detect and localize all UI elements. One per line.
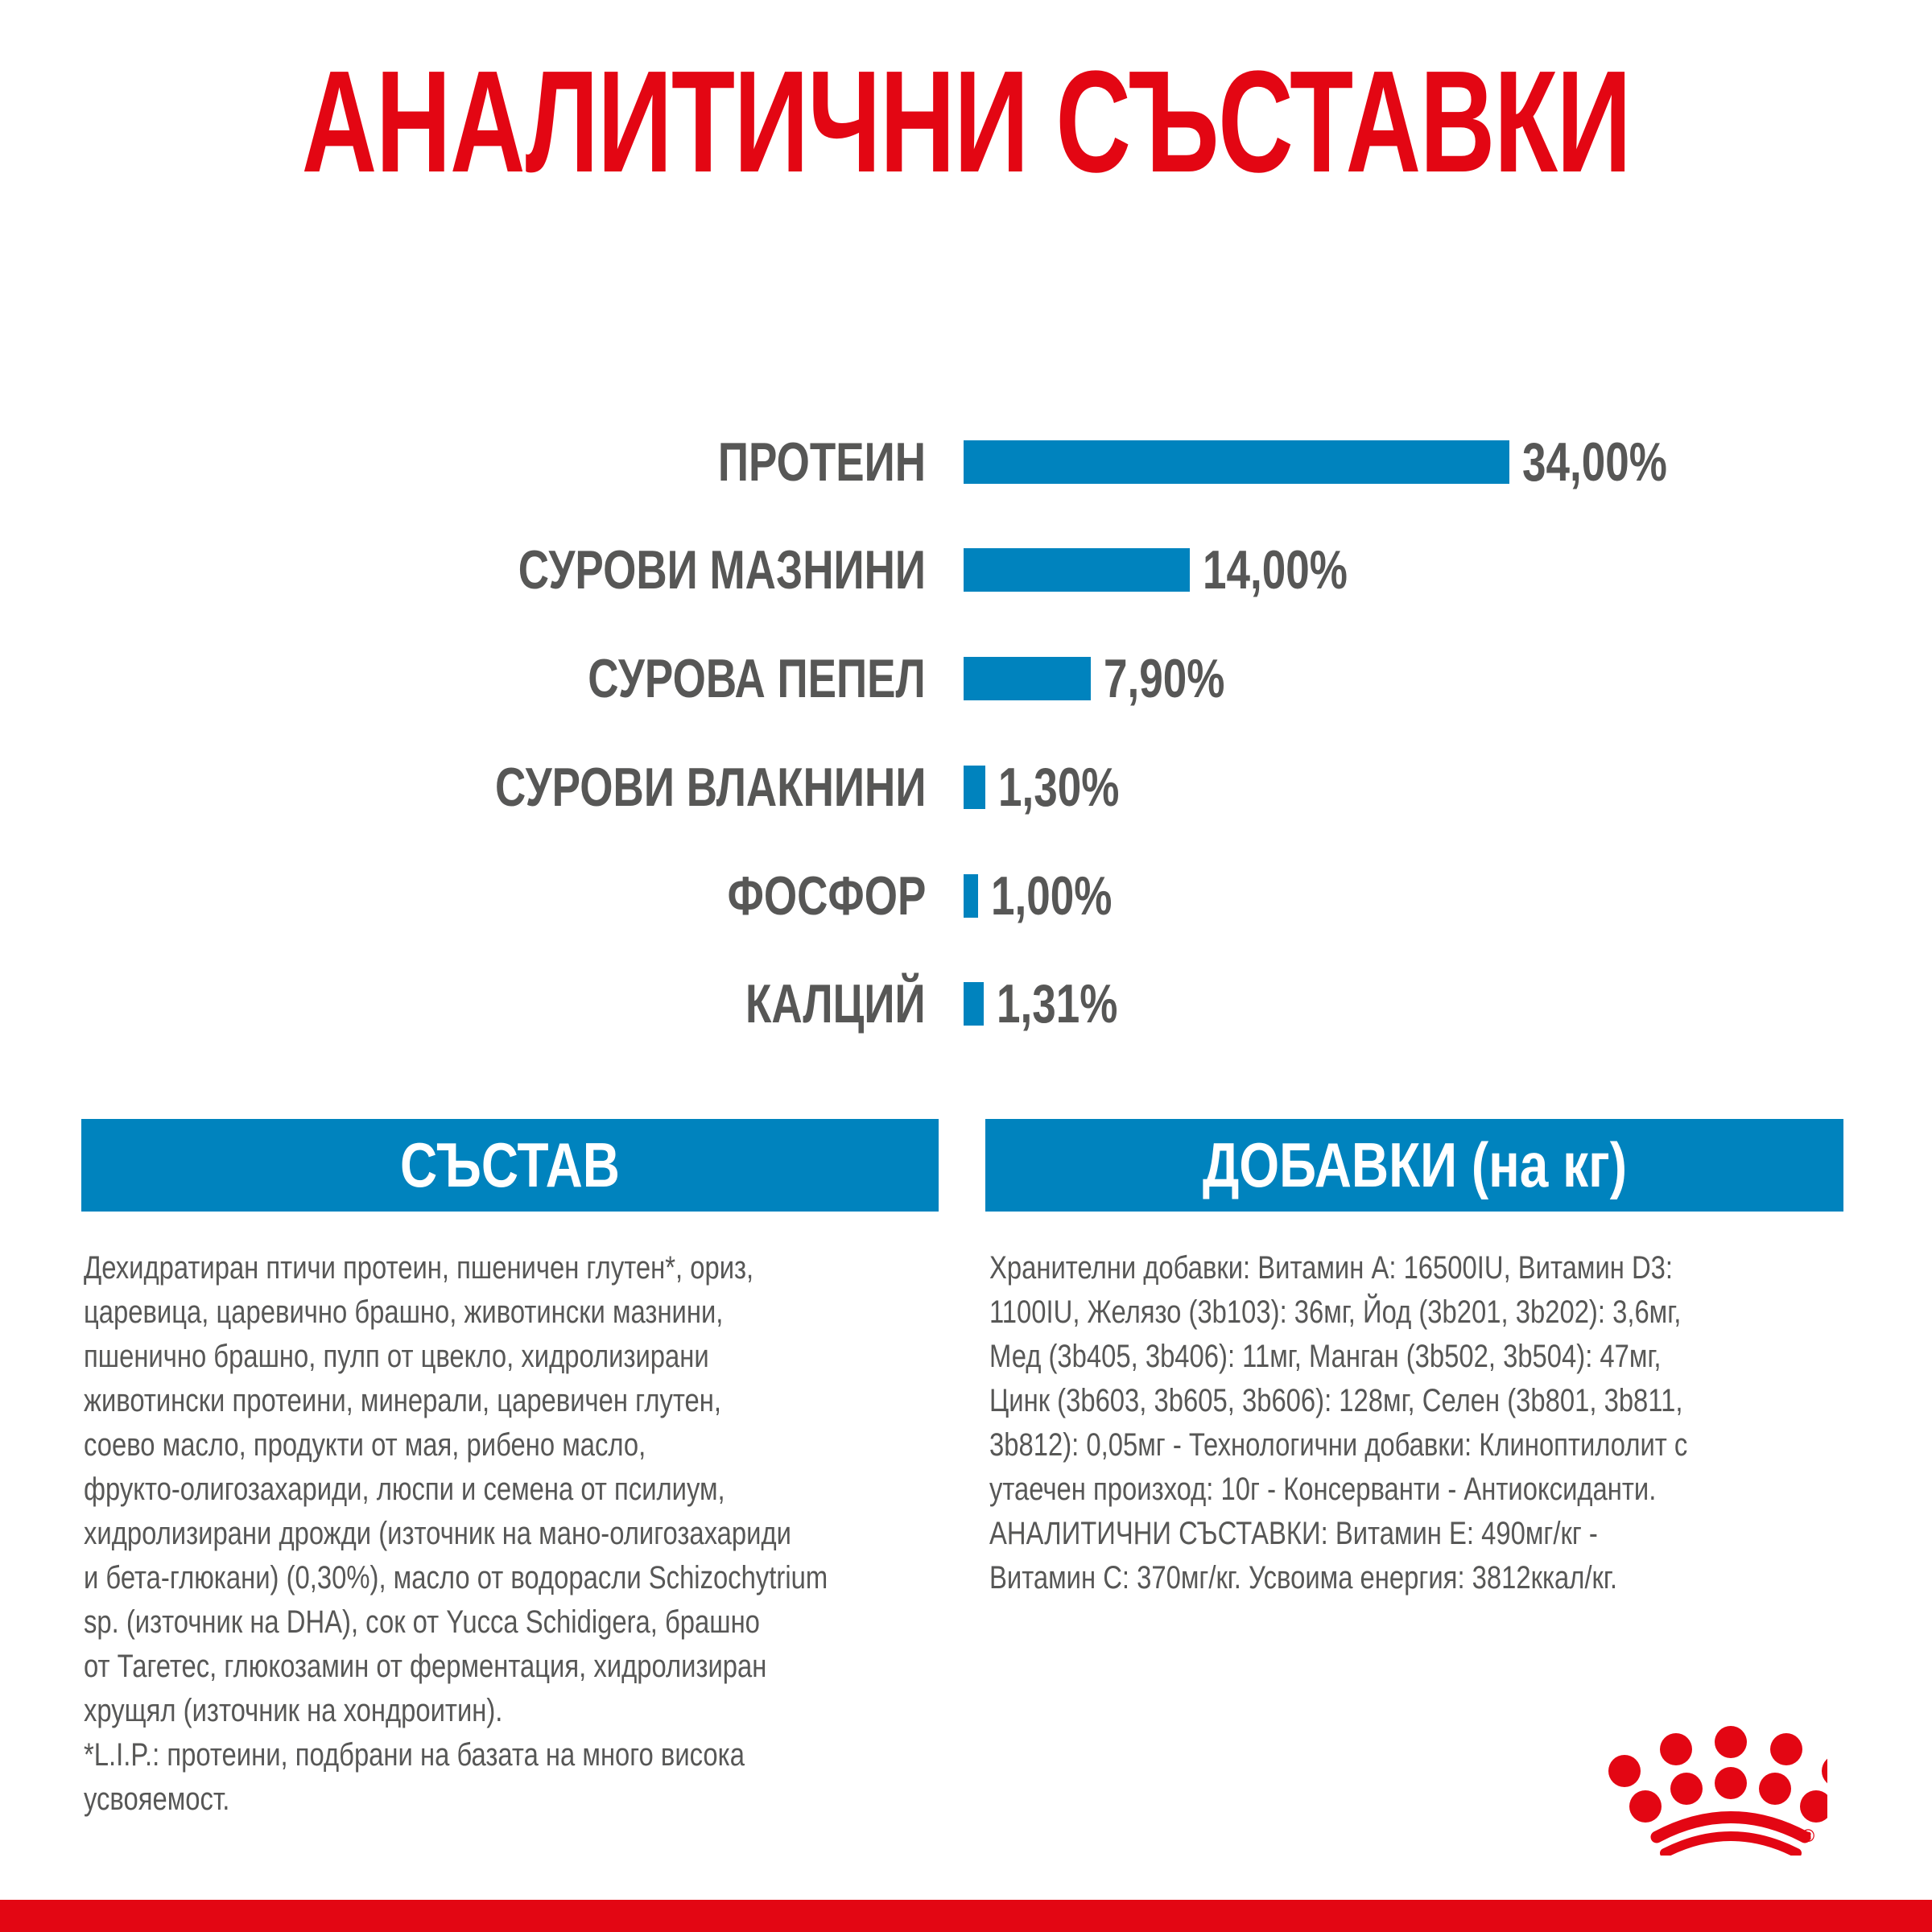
composition-line: от Тагетес, глюкозамин от ферментация, х… <box>84 1649 767 1684</box>
chart-row-label: СУРОВИ ВЛАКНИНИ <box>494 757 926 818</box>
composition-header-label: СЪСТАВ <box>399 1129 620 1200</box>
chart-row-label: ПРОТЕИН <box>717 431 926 493</box>
chart-row: КАЛЦИЙ 1,31% <box>0 972 1932 1036</box>
chart-row: СУРОВА ПЕПЕЛ 7,90% <box>0 646 1932 711</box>
composition-line: соево масло, продукти от мая, рибено мас… <box>84 1427 646 1463</box>
additives-line: АНАЛИТИЧНИ СЪСТАВКИ: Витамин Е: 490мг/кг… <box>989 1516 1598 1551</box>
chart-bar <box>964 657 1091 700</box>
chart-row-label: СУРОВИ МАЗНИНИ <box>518 539 926 601</box>
chart-row: СУРОВИ МАЗНИНИ 14,00% <box>0 538 1932 602</box>
additives-text: Хранителни добавки: Витамин А: 16500IU, … <box>989 1246 1687 1600</box>
composition-text: Дехидратиран птичи протеин, пшеничен глу… <box>84 1246 828 1822</box>
composition-line: sp. (източник на DHA), сок от Yucca Schi… <box>84 1604 760 1640</box>
chart-row: ФОСФОР 1,00% <box>0 864 1932 928</box>
composition-line: хидролизирани дрожди (източник на мано-о… <box>84 1516 791 1551</box>
registered-mark: ® <box>1802 1826 1815 1846</box>
additives-line: 1100IU, Желязо (3b103): 36мг, Йод (3b201… <box>989 1294 1682 1330</box>
chart-row-label: СУРОВА ПЕПЕЛ <box>588 648 926 709</box>
composition-line: и бета-глюкани) (0,30%), масло от водора… <box>84 1560 828 1596</box>
additives-line: Витамин С: 370мг/кг. Усвоима енергия: 38… <box>989 1560 1617 1596</box>
chart-row: СУРОВИ ВЛАКНИНИ 1,30% <box>0 755 1932 819</box>
composition-line: пшенично брашно, пулп от цвекло, хидроли… <box>84 1339 709 1374</box>
composition-line: усвояемост. <box>84 1781 230 1817</box>
composition-line: Дехидратиран птичи протеин, пшеничен глу… <box>84 1250 754 1286</box>
additives-header-label: ДОБАВКИ (на кг) <box>1202 1129 1627 1200</box>
chart-bar <box>964 440 1509 484</box>
additives-line: Хранителни добавки: Витамин А: 16500IU, … <box>989 1250 1674 1286</box>
chart-row-value: 7,90% <box>1104 648 1225 709</box>
chart-row-label: КАЛЦИЙ <box>745 973 926 1034</box>
composition-line: царевица, царевично брашно, животински м… <box>84 1294 724 1330</box>
composition-header: СЪСТАВ <box>81 1119 939 1212</box>
composition-line: хрущял (източник на хондроитин). <box>84 1693 503 1728</box>
chart-bar <box>964 766 985 809</box>
chart-bar <box>964 548 1190 592</box>
chart-bar <box>964 982 984 1026</box>
chart-row-value: 1,30% <box>998 757 1120 818</box>
chart-row: ПРОТЕИН 34,00% <box>0 430 1932 494</box>
additives-line: 3b812): 0,05мг - Технологични добавки: К… <box>989 1427 1688 1463</box>
chart-row-value: 1,31% <box>997 973 1118 1034</box>
composition-line: фрукто-олигозахариди, люспи и семена от … <box>84 1472 725 1507</box>
additives-line: Мед (3b405, 3b406): 11мг, Манган (3b502,… <box>989 1339 1662 1374</box>
page-title: АНАЛИТИЧНИ СЪСТАВКИ <box>301 41 1632 203</box>
composition-line: *L.I.P.: протеини, подбрани на базата на… <box>84 1737 745 1773</box>
crown-logo-icon <box>1586 1703 1854 1858</box>
chart-row-value: 1,00% <box>991 865 1113 927</box>
additives-header: ДОБАВКИ (на кг) <box>985 1119 1843 1212</box>
composition-line: животински протеини, минерали, царевичен… <box>84 1383 722 1418</box>
additives-line: утаечен произход: 10г - Консерванти - Ан… <box>989 1472 1657 1507</box>
chart-row-value: 14,00% <box>1203 539 1348 601</box>
chart-bar <box>964 874 978 918</box>
chart-row-value: 34,00% <box>1522 431 1667 493</box>
chart-row-label: ФОСФОР <box>727 865 926 927</box>
bottom-red-strip <box>0 1900 1932 1932</box>
additives-line: Цинк (3b603, 3b605, 3b606): 128мг, Селен… <box>989 1383 1683 1418</box>
